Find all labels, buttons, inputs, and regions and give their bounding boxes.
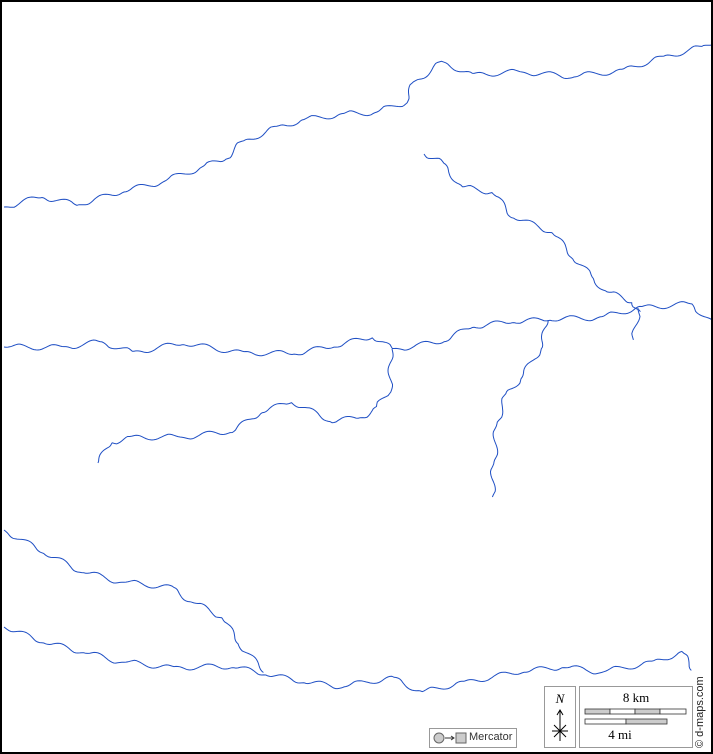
scale-km-label: 8 km <box>622 690 650 705</box>
river-line <box>3 626 692 693</box>
credit-text: © d-maps.com <box>694 676 706 748</box>
projection-label: Mercator <box>469 731 513 743</box>
river-line <box>3 529 264 673</box>
river-line <box>97 348 394 464</box>
circle-to-square-icon <box>433 732 467 744</box>
scale-bar: 8 km 4 mi <box>579 686 693 748</box>
compass-icon <box>552 709 568 741</box>
scale-mi-label: 4 mi <box>608 727 632 742</box>
river-line <box>423 153 641 313</box>
north-label: N <box>555 691 565 706</box>
projection-box: Mercator <box>429 728 517 748</box>
river-line <box>631 307 641 341</box>
river-line <box>3 301 711 357</box>
river-line <box>489 319 549 498</box>
north-arrow: N <box>544 686 576 748</box>
scale-bars <box>584 708 687 725</box>
river-line <box>3 44 711 208</box>
